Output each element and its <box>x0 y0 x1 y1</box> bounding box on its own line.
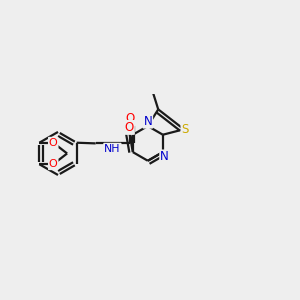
Text: O: O <box>126 112 135 125</box>
Text: N: N <box>160 150 169 164</box>
Text: O: O <box>125 121 134 134</box>
Text: O: O <box>49 159 58 169</box>
Text: O: O <box>49 138 58 148</box>
Text: NH: NH <box>104 144 121 154</box>
Text: S: S <box>182 123 189 136</box>
Text: N: N <box>143 115 152 128</box>
